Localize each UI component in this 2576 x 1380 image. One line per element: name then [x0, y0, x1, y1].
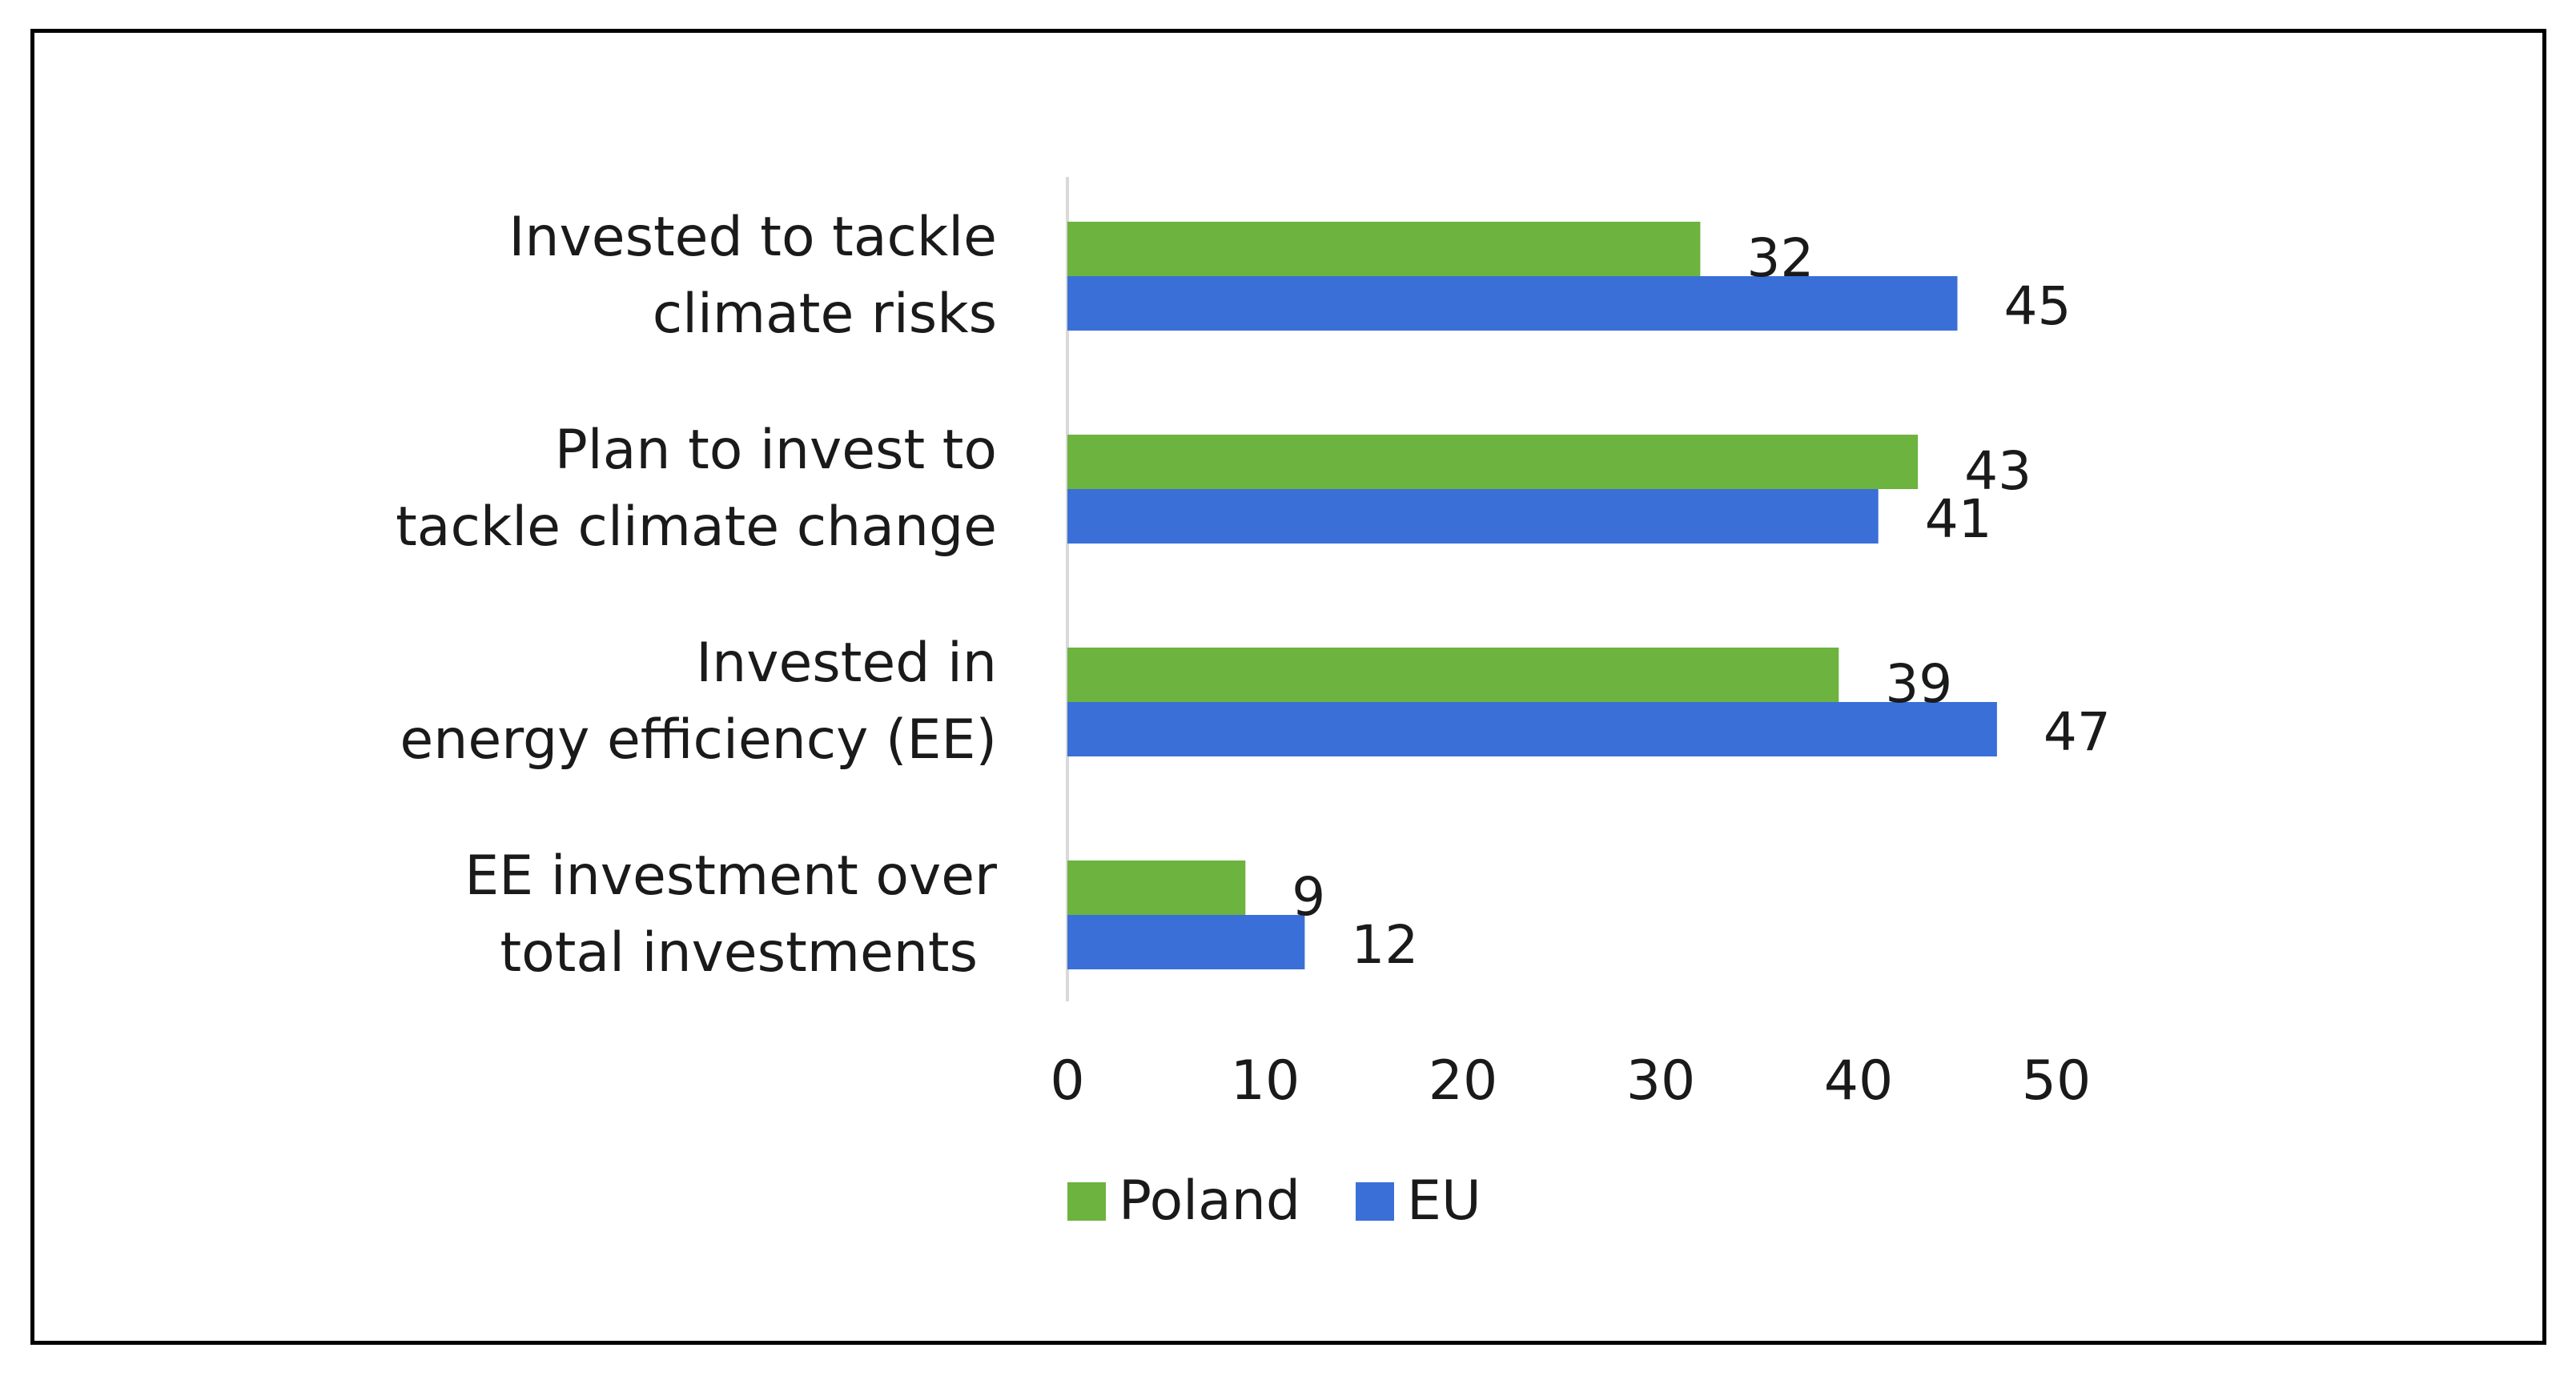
category-label: Invested to tackle climate risks — [508, 206, 997, 346]
data-label-poland: 32 — [1746, 227, 1814, 289]
data-label-poland: 9 — [1292, 866, 1325, 928]
x-tick-label: 20 — [1429, 1049, 1498, 1113]
bar-eu — [1067, 276, 1958, 331]
bar-eu — [1067, 915, 1305, 969]
category-labels: Invested to tackle climate risks Plan to i… — [396, 206, 997, 985]
data-label-poland: 39 — [1885, 653, 1952, 715]
x-tick-label: 0 — [1050, 1049, 1084, 1113]
data-label-eu: 45 — [2004, 275, 2072, 337]
legend-label-eu: EU — [1407, 1169, 1481, 1233]
legend: Poland EU — [1067, 1169, 1481, 1233]
legend-swatch-poland — [1067, 1182, 1106, 1221]
bar-poland — [1067, 860, 1246, 915]
bar-chart: Invested to tackle climate risks Plan to i… — [396, 177, 2111, 1233]
legend-label-poland: Poland — [1119, 1169, 1300, 1233]
x-tick-label: 40 — [1824, 1049, 1894, 1113]
legend-swatch-eu — [1356, 1182, 1394, 1221]
category-label: Invested in energy efficiency (EE) — [400, 632, 997, 772]
bar-eu — [1067, 489, 1879, 544]
bar-eu — [1067, 702, 1997, 756]
x-tick-label: 10 — [1231, 1049, 1300, 1113]
bars — [1067, 222, 1997, 969]
category-label: EE investment over total investments — [464, 844, 997, 985]
data-label-eu: 12 — [1351, 914, 1418, 976]
x-tick-label: 50 — [2022, 1049, 2092, 1113]
data-label-poland: 43 — [1964, 440, 2031, 502]
bar-poland — [1067, 435, 1919, 489]
bar-poland — [1067, 222, 1701, 276]
category-label: Plan to invest to tackle climate change — [396, 419, 997, 559]
x-axis-ticks: 0 10 20 30 40 50 — [1050, 1049, 2091, 1113]
chart-frame: Invested to tackle climate risks Plan to i… — [30, 29, 2546, 1345]
data-label-eu: 41 — [1925, 488, 1992, 550]
x-tick-label: 30 — [1626, 1049, 1696, 1113]
bar-poland — [1067, 648, 1839, 702]
data-label-eu: 47 — [2044, 701, 2111, 763]
